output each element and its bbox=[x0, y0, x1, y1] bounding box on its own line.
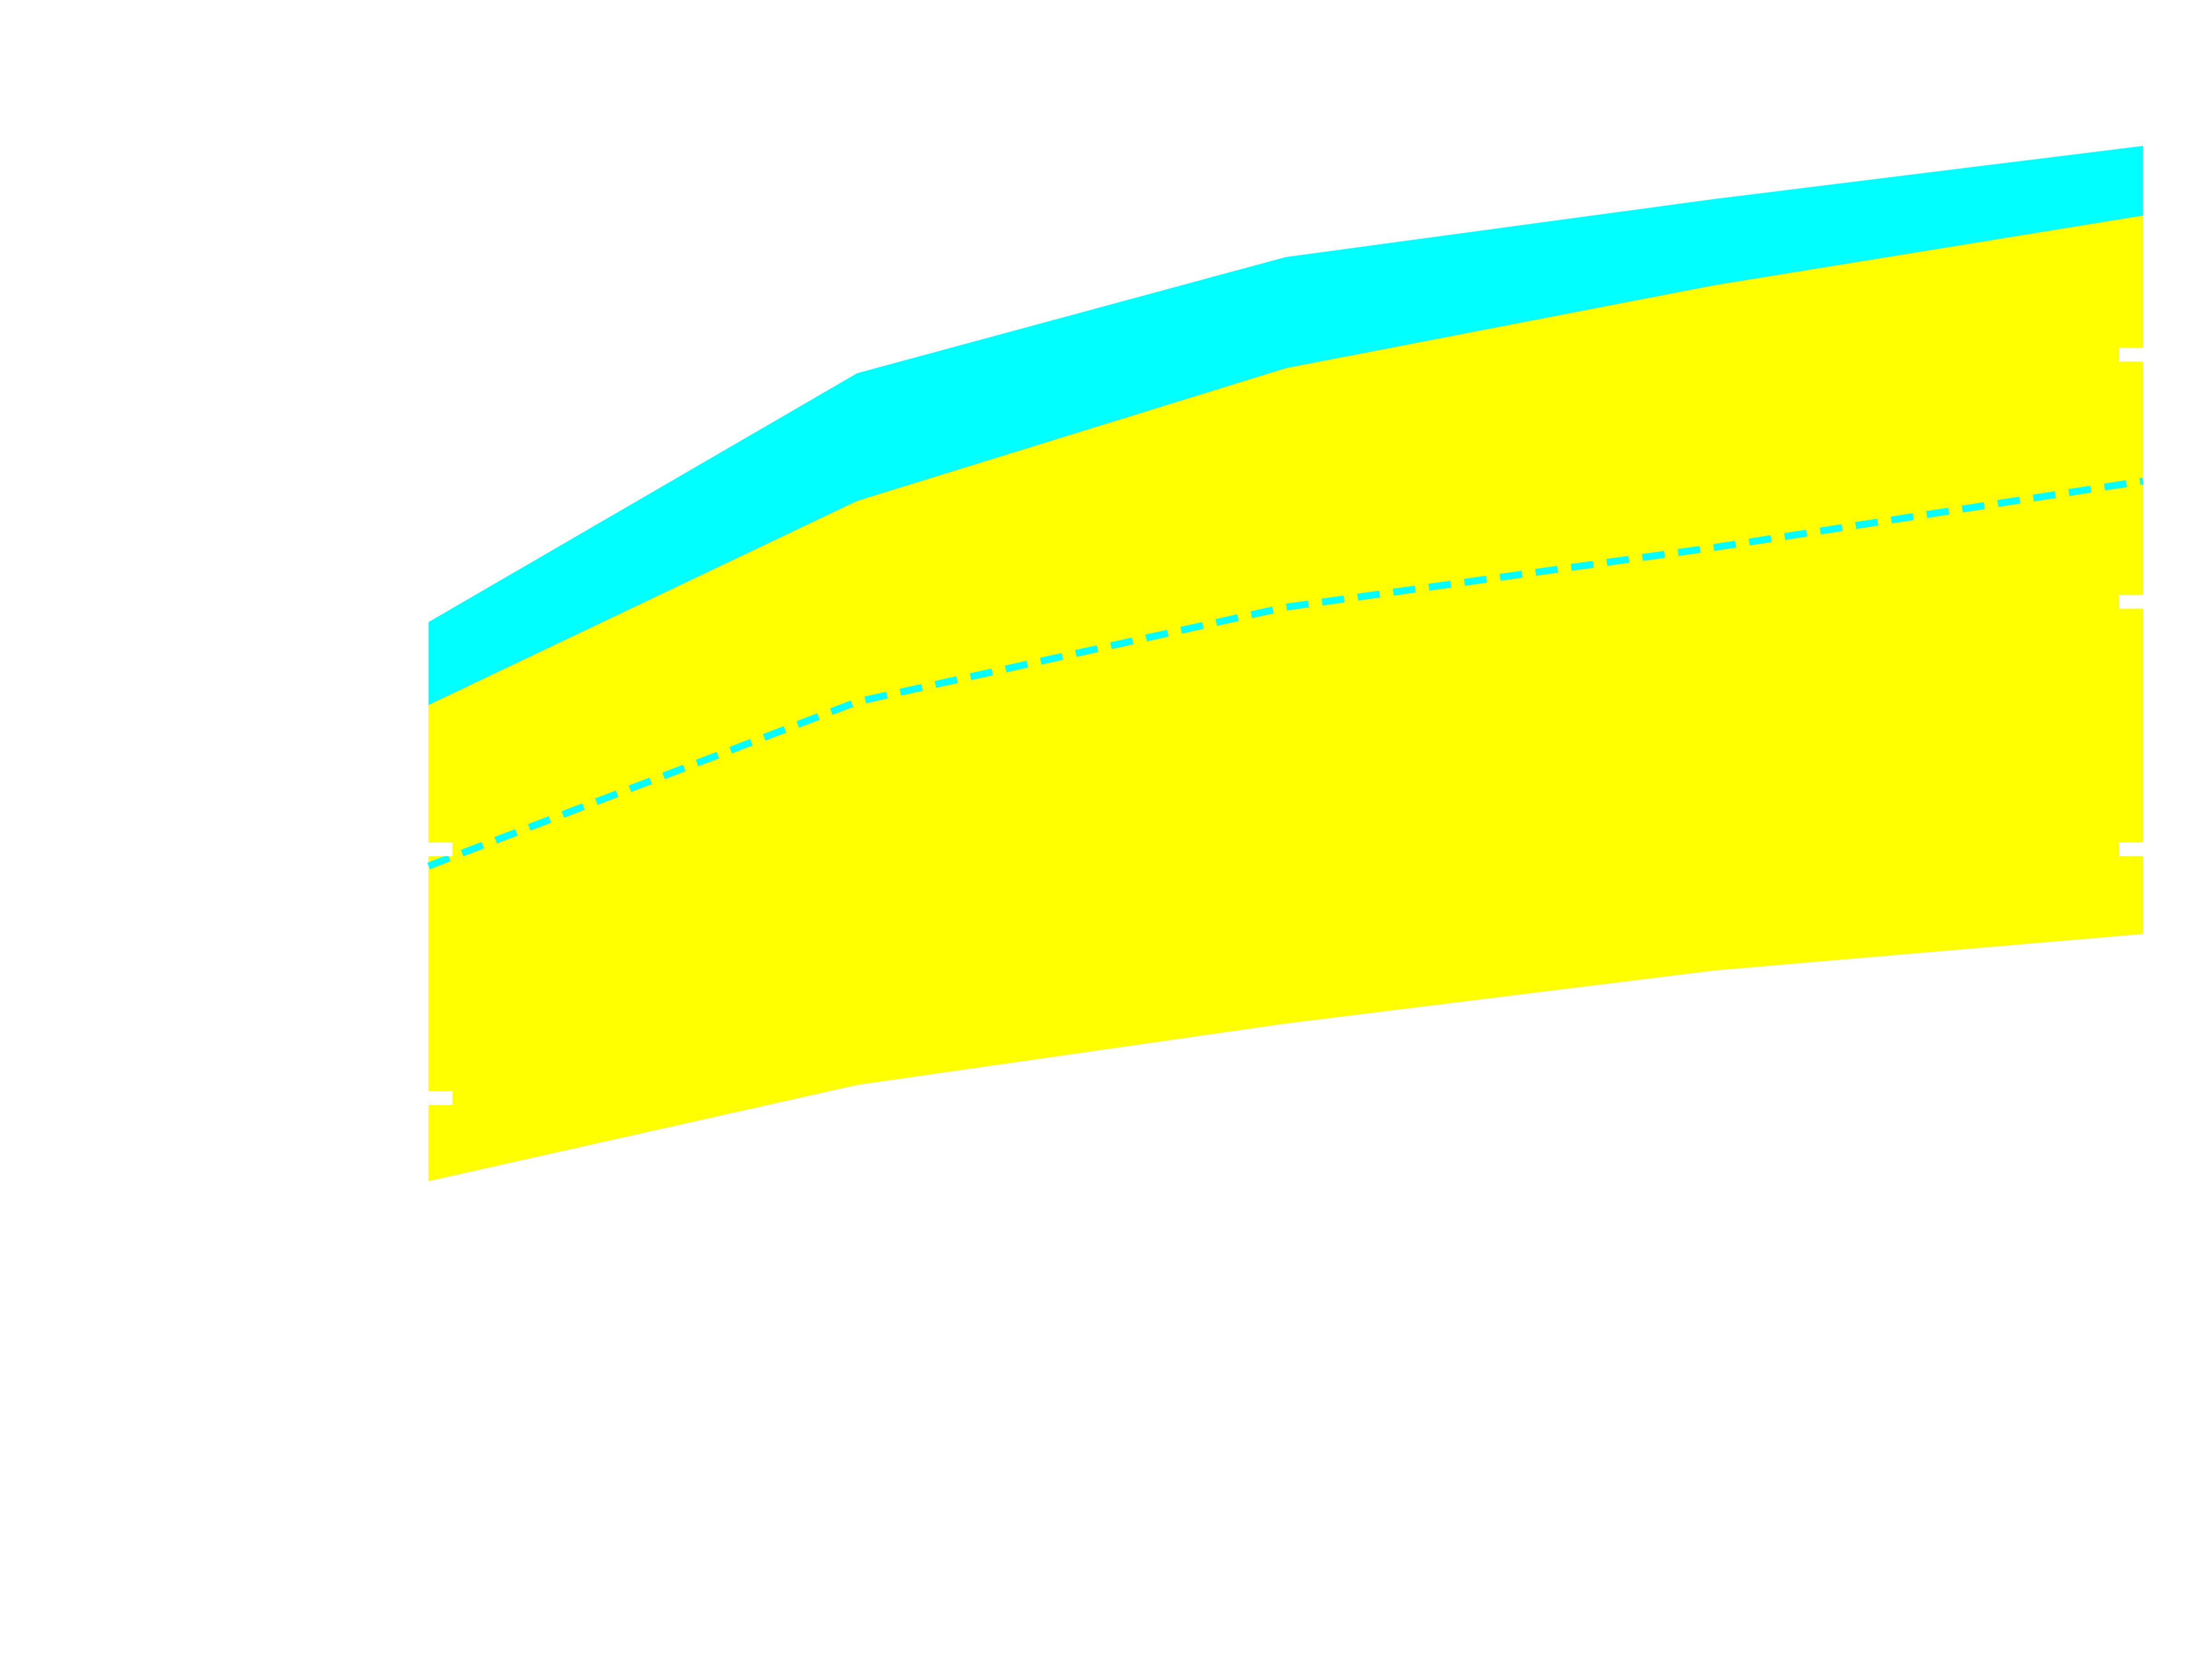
band-area-1 bbox=[429, 216, 2143, 1182]
tick-layer bbox=[429, 348, 2143, 1105]
band-layer bbox=[429, 146, 2143, 1182]
series-line-0 bbox=[427, 477, 2144, 870]
line-layer bbox=[427, 477, 2144, 870]
band-area-0 bbox=[429, 146, 2143, 705]
